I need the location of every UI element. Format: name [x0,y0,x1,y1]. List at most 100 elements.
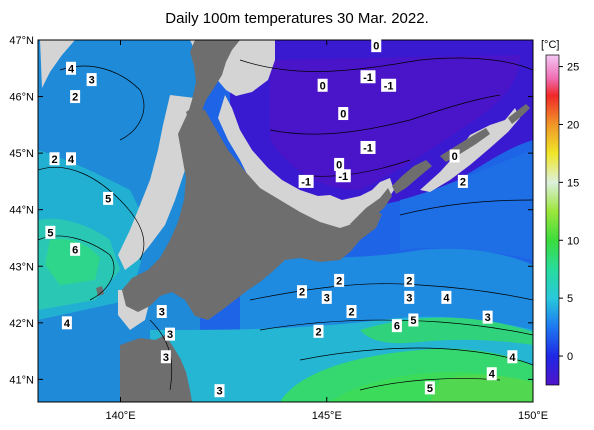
land-kunashir [392,160,432,194]
contour-label-text: 0 [340,109,346,121]
contour-label-text: 0 [320,80,326,92]
pacific-green-band [360,317,533,345]
contour-label: 0 [317,78,328,92]
contour-label: -1 [381,78,397,92]
isotherm-contour [38,167,145,261]
contour-label: 2 [334,273,345,287]
contour-label-text: 2 [336,275,342,287]
contour-label-text: 2 [72,92,78,104]
land-hokkaido [122,108,382,320]
contour-label-text: 3 [485,312,491,324]
contour-label-box [298,174,314,188]
contour-label-text: 4 [64,318,71,330]
map-frame [37,39,534,403]
contour-label-box [457,174,468,188]
land-honshu [120,335,192,402]
land-urup [508,104,530,124]
contour-label-box [449,149,460,163]
contour-label: 3 [321,290,332,304]
contour-label-text: -1 [384,80,394,92]
contour-label-box [70,242,81,256]
contour-label-box [507,350,518,364]
isotherm-contour [259,319,533,336]
contour-label-box [404,273,415,287]
contour-label-text: 6 [72,244,78,256]
contour-label-text: 3 [216,386,222,398]
contour-label-box [317,78,328,92]
contour-label: 4 [66,152,76,166]
contour-label-box [404,290,415,304]
contour-label-text: 2 [460,176,466,188]
contour-label-box [424,381,435,395]
contour-label: 0 [449,149,460,163]
contour-label: 5 [424,381,435,395]
lon-tick-label: 145°E [312,410,342,422]
contour-label: 4 [441,290,452,304]
contour-label-text: 3 [167,329,173,341]
contour-label-box [70,90,81,104]
contour-label-box [49,152,60,166]
contour-label-text: 0 [336,159,342,171]
contour-label-box [335,169,351,183]
contour-label: 6 [70,242,81,256]
contour-label-box [482,310,493,324]
contour-label-box [381,78,397,92]
isotherm-contour [399,199,533,216]
contour-label-text: 6 [394,321,400,333]
contour-label-box [103,191,114,205]
contour-label: -1 [298,174,314,188]
contour-label: 4 [61,316,72,330]
contour-label: 2 [404,273,415,287]
contour-label: 0 [338,107,349,121]
contour-label-text: 4 [509,352,516,364]
contour-label: 5 [45,225,56,239]
contour-label-box [391,319,402,333]
contour-label-box [313,324,324,338]
contour-label-box [165,327,175,341]
contour-label-box [160,350,171,364]
colorbar-tick-label: 0 [567,351,573,363]
colorbar-tick-label: 20 [567,119,579,131]
contour-label: 0 [371,39,382,53]
contour-label-text: 4 [68,154,75,166]
contour-label-box [334,273,345,287]
contour-label-text: 2 [348,307,354,319]
land-shiretoko [350,188,392,232]
lon-tick-label: 140°E [105,410,135,422]
contour-label-text: 3 [324,292,330,304]
contour-label-box [408,313,419,327]
contour-label-text: 3 [89,75,95,87]
contour-label-box [66,152,76,166]
contour-label-text: 3 [159,307,165,319]
contour-label: 2 [70,90,81,104]
sea-of-japan-green [45,238,100,285]
contour-label-text: 4 [68,63,75,75]
lat-tick-label: 43°N [9,261,34,273]
isotherm-contour [59,65,145,141]
colorbar-tick-label: 25 [567,62,579,74]
land-sakhalin [186,40,240,126]
contour-label: 2 [457,174,468,188]
contour-label-box [214,384,225,398]
contour-label-box [346,305,357,318]
contour-label-text: 3 [406,292,412,304]
contour-label: 2 [297,285,307,299]
contour-label: -1 [335,169,351,183]
land-okushiri [96,286,104,296]
contour-label-text: -1 [363,72,373,84]
contour-label-box [334,157,345,171]
contour-label-box [486,367,497,381]
contour-label: 2 [346,305,357,319]
lat-tick-label: 47°N [9,35,34,47]
contour-label: 3 [165,327,175,341]
contour-label-box [61,316,72,330]
contour-label-box [156,305,167,318]
lat-tick-label: 45°N [9,148,34,160]
contour-label: 4 [66,61,76,75]
contour-label-box [338,107,349,121]
contour-label-text: 5 [427,383,433,395]
lat-tick-label: 46°N [9,92,34,104]
lat-tick-label: 41°N [9,374,34,386]
contour-label-box [441,290,452,304]
sea-ice-nw [40,40,75,88]
